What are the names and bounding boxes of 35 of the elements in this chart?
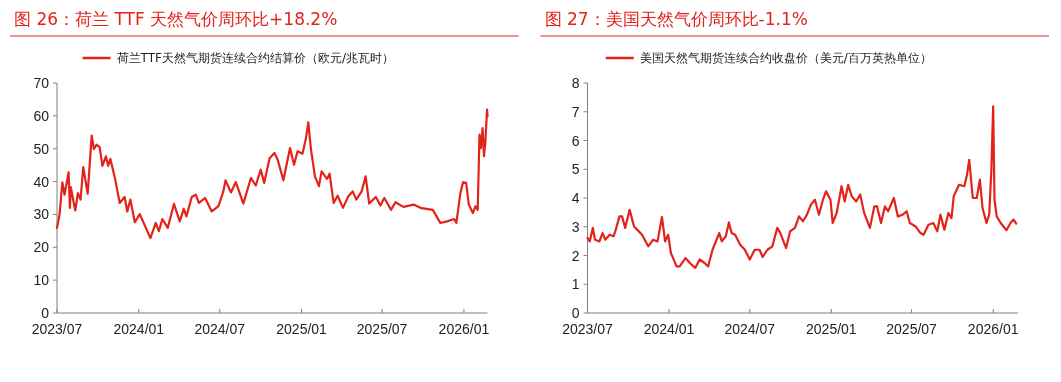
y-tick-label: 0 bbox=[571, 305, 580, 321]
y-tick-label: 40 bbox=[33, 173, 50, 190]
y-tick-label: 2 bbox=[571, 247, 580, 264]
y-tick-label: 30 bbox=[33, 206, 50, 223]
y-tick-label: 4 bbox=[571, 190, 580, 206]
x-tick-label: 2024/07 bbox=[724, 321, 776, 337]
chart-title: 图 27：美国天然气价周环比-1.1% bbox=[544, 9, 808, 29]
x-tick-label: 2025/07 bbox=[886, 321, 938, 337]
legend-label: 美国天然气期货连续合约收盘价（美元/百万英热单位） bbox=[639, 51, 932, 65]
x-tick-label: 2025/01 bbox=[276, 321, 328, 337]
y-tick-label: 5 bbox=[571, 161, 580, 178]
chart-title: 图 26：荷兰 TTF 天然气价周环比+18.2% bbox=[14, 9, 338, 29]
y-tick-label: 50 bbox=[33, 140, 50, 157]
y-tick-label: 3 bbox=[571, 218, 580, 235]
y-tick-label: 20 bbox=[33, 239, 50, 256]
x-tick-label: 2025/01 bbox=[806, 321, 857, 337]
x-tick-label: 2026/01 bbox=[438, 321, 490, 337]
line-series bbox=[586, 105, 1018, 269]
x-tick-label: 2024/07 bbox=[194, 321, 246, 337]
y-tick-label: 7 bbox=[571, 103, 580, 120]
legend-label: 荷兰TTF天然气期货连续合约结算价（欧元/兆瓦时） bbox=[116, 51, 394, 65]
x-tick-label: 2025/07 bbox=[356, 321, 408, 337]
y-tick-label: 1 bbox=[571, 276, 580, 293]
y-tick-label: 60 bbox=[33, 107, 50, 124]
y-tick-label: 10 bbox=[33, 272, 50, 289]
x-tick-label: 2023/07 bbox=[31, 321, 83, 337]
x-tick-label: 2024/01 bbox=[643, 321, 695, 337]
x-tick-label: 2024/01 bbox=[113, 321, 165, 337]
y-tick-label: 70 bbox=[33, 75, 50, 91]
line-series bbox=[55, 108, 489, 240]
x-tick-label: 2023/07 bbox=[562, 321, 614, 337]
y-tick-label: 0 bbox=[41, 305, 50, 321]
y-tick-label: 8 bbox=[571, 75, 580, 91]
x-tick-label: 2026/01 bbox=[967, 321, 1019, 337]
y-tick-label: 6 bbox=[571, 132, 580, 149]
